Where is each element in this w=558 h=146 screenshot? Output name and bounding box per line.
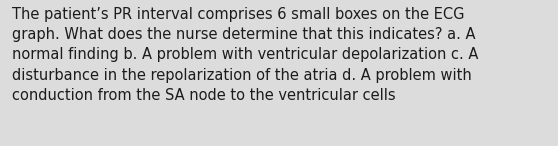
Text: The patient’s PR interval comprises 6 small boxes on the ECG
graph. What does th: The patient’s PR interval comprises 6 sm… — [12, 7, 479, 103]
